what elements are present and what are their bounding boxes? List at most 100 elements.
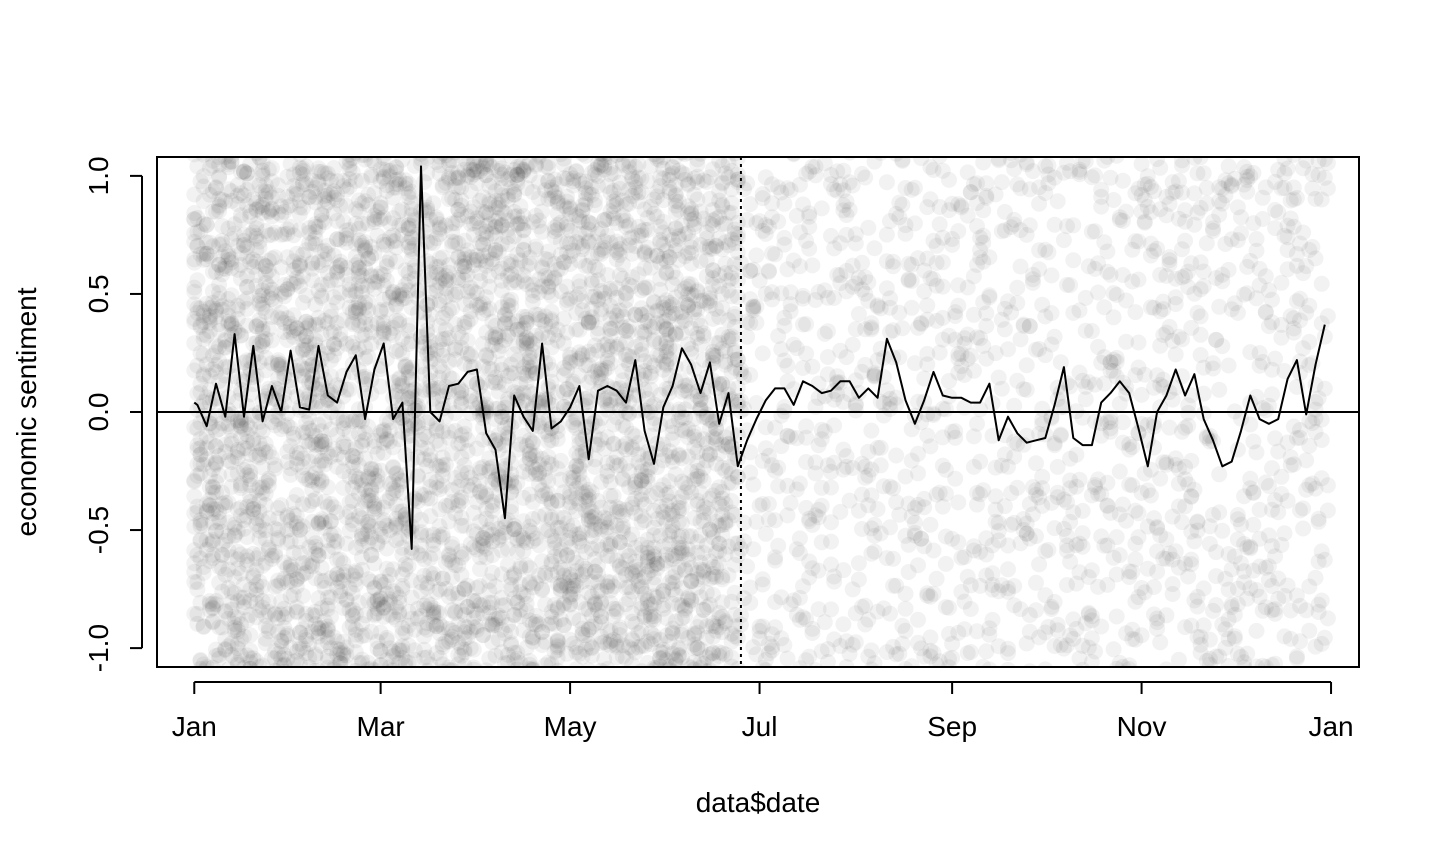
scatter-point (257, 444, 274, 461)
scatter-point (208, 180, 224, 197)
scatter-point (236, 354, 252, 371)
scatter-point (217, 243, 234, 260)
scatter-point (962, 601, 979, 617)
scatter-point (204, 599, 221, 616)
scatter-point (220, 528, 237, 545)
scatter-point (211, 169, 228, 186)
scatter-point (204, 157, 221, 174)
scatter-point (229, 413, 246, 430)
scatter-point (204, 283, 221, 300)
scatter-point (198, 504, 215, 521)
scatter-point (204, 550, 221, 567)
scatter-point (937, 555, 954, 572)
scatter-point (236, 232, 252, 249)
scatter-point (885, 550, 902, 567)
scatter-point (273, 497, 290, 514)
scatter-point (186, 542, 203, 559)
scatter-point (189, 574, 206, 590)
scatter-point (214, 248, 231, 265)
scatter-point (267, 520, 283, 537)
scatter-point (254, 287, 271, 304)
scatter-point (260, 380, 277, 397)
scatter-point (226, 619, 243, 636)
scatter-point (211, 157, 228, 165)
scatter-point (254, 323, 271, 340)
scatter-point (254, 479, 271, 496)
scatter-point (813, 200, 830, 217)
scatter-point (220, 359, 237, 376)
scatter-point (192, 532, 209, 549)
scatter-point (201, 299, 218, 316)
scatter-point (251, 292, 268, 309)
scatter-point (248, 577, 265, 594)
scatter-point (279, 188, 296, 205)
scatter-point (186, 335, 203, 352)
scatter-point (208, 302, 224, 319)
scatter-point (192, 531, 209, 548)
scatter-point (198, 660, 215, 667)
scatter-point (232, 429, 249, 446)
scatter-point (885, 480, 902, 497)
scatter-point (245, 545, 262, 562)
scatter-point (282, 419, 299, 436)
scatter-point (229, 609, 246, 626)
scatter-point (198, 327, 215, 344)
scatter-point (248, 242, 265, 258)
scatter-point (254, 282, 271, 299)
scatter-point (698, 395, 715, 411)
scatter-point (273, 421, 290, 438)
scatter-point (214, 619, 231, 636)
scatter-point (254, 204, 271, 221)
scatter-point (229, 441, 246, 458)
scatter-point (770, 213, 787, 230)
scatter-point (186, 518, 203, 535)
scatter-point (192, 446, 209, 463)
scatter-point (279, 310, 296, 327)
scatter-point (248, 230, 265, 247)
scatter-point (239, 612, 256, 629)
scatter-point (273, 285, 290, 302)
scatter-point (211, 197, 228, 214)
scatter-point (267, 643, 283, 660)
scatter-point (944, 649, 961, 666)
scatter-point (198, 356, 215, 373)
scatter-point (276, 600, 293, 617)
scatter-point (223, 317, 240, 334)
scatter-point (229, 187, 246, 204)
scatter-point (260, 620, 277, 636)
scatter-point (273, 657, 290, 667)
scatter-point (270, 531, 287, 548)
scatter-point (279, 627, 296, 644)
scatter-point (267, 249, 283, 266)
scatter-point (208, 456, 224, 473)
scatter-point (552, 452, 569, 469)
scatter-point (273, 311, 290, 327)
scatter-point (916, 499, 933, 516)
scatter-point (192, 223, 209, 240)
scatter-point (192, 246, 209, 263)
scatter-point (903, 299, 920, 316)
scatter-point (910, 611, 926, 628)
scatter-point (245, 501, 262, 517)
scatter-point (211, 558, 228, 575)
scatter-point (208, 203, 224, 220)
scatter-point (236, 589, 252, 606)
scatter-point (204, 614, 221, 631)
scatter-point (878, 226, 895, 243)
scatter-point (198, 659, 215, 667)
scatter-point (211, 619, 228, 636)
scatter-point (226, 622, 243, 639)
scatter-point (220, 610, 237, 627)
scatter-point (267, 417, 283, 434)
scatter-point (186, 563, 203, 580)
scatter-point (236, 520, 252, 537)
scatter-point (857, 169, 874, 186)
scatter-point (249, 157, 264, 162)
scatter-point (211, 390, 228, 407)
scatter-point (189, 224, 206, 240)
scatter-point (186, 605, 203, 622)
scatter-point (776, 637, 793, 653)
scatter-point (251, 573, 268, 590)
scatter-point (872, 439, 889, 456)
scatter-point (804, 358, 821, 375)
